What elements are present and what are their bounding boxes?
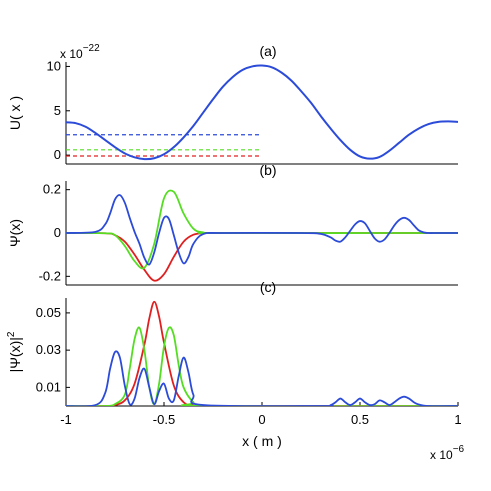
y-tick-label: 0.2 bbox=[43, 182, 61, 197]
y-tick-label: 0.05 bbox=[36, 305, 61, 320]
y-scale-exponent: −22 bbox=[83, 43, 100, 54]
x-tick-label: -1 bbox=[60, 412, 72, 427]
x-tick-label: 1 bbox=[454, 412, 461, 427]
x-axis-label: x ( m ) bbox=[242, 433, 282, 449]
y-axis-label: U( x ) bbox=[7, 96, 23, 130]
series-line-2 bbox=[66, 326, 458, 406]
x-tick-label: -0.5 bbox=[153, 412, 175, 427]
plot-area bbox=[66, 64, 458, 161]
potential-curve bbox=[66, 64, 458, 161]
series-line-1 bbox=[66, 232, 458, 282]
y-tick-label: -0.2 bbox=[39, 268, 61, 283]
y-axis-label-superscript: 2 bbox=[6, 331, 17, 337]
series-line-3 bbox=[66, 194, 458, 266]
plot-area bbox=[66, 300, 458, 406]
y-tick-label: 10 bbox=[47, 58, 61, 73]
y-tick-label: 5 bbox=[54, 103, 61, 118]
y-tick-label: 0.01 bbox=[36, 379, 61, 394]
y-axis-label: Ψ(x) bbox=[7, 219, 23, 247]
plot-area bbox=[66, 189, 458, 282]
y-tick-label: 0 bbox=[54, 147, 61, 162]
x-scale-exponent: −6 bbox=[453, 444, 465, 455]
x-tick-label: 0 bbox=[258, 412, 265, 427]
y-scale-multiplier: x 10−22 bbox=[60, 43, 100, 61]
panel-3: 0.05 0.03 0.01 -1 -0.5 0 0.5 1 (c) |Ψ(x)|2 x ( m )… bbox=[6, 279, 465, 462]
y-axis-label: |Ψ(x)|2 bbox=[6, 331, 23, 372]
panel-label: (a) bbox=[259, 43, 276, 59]
x-scale-multiplier: x 10−6 bbox=[430, 444, 465, 462]
series-line-3 bbox=[66, 350, 458, 406]
panel-label: (b) bbox=[259, 162, 276, 178]
panel-1: 0 5 10 (a) U( x ) x 10−22 bbox=[7, 43, 458, 165]
x-tick-label: 0.5 bbox=[351, 412, 369, 427]
series-line-2 bbox=[66, 189, 458, 270]
panel-label: (c) bbox=[260, 279, 276, 295]
panel-2: 0.2 0 -0.2 (b) Ψ(x) bbox=[7, 162, 458, 286]
y-tick-label: 0 bbox=[54, 225, 61, 240]
series-line-1 bbox=[66, 300, 458, 406]
y-tick-label: 0.03 bbox=[36, 342, 61, 357]
